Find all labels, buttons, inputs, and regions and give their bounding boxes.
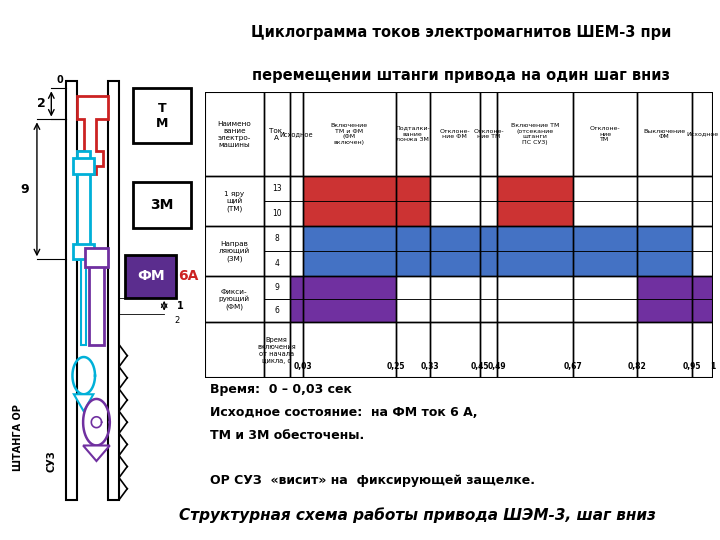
Text: 1: 1 [710,362,716,371]
Text: 1: 1 [176,301,183,311]
Text: 1 яру
щий
(ТМ): 1 яру щий (ТМ) [225,191,245,212]
Text: ОР СУЗ  «висит» на  фиксирующей защелке.: ОР СУЗ «висит» на фиксирующей защелке. [210,474,535,487]
Bar [73,158,94,174]
Text: 9: 9 [274,284,279,292]
Text: Время
включения
от начала
цикла, с: Время включения от начала цикла, с [257,336,296,363]
Bar [85,248,108,267]
Text: 0,25: 0,25 [387,362,405,371]
Text: 6А: 6А [179,269,199,284]
Text: 0,95: 0,95 [683,362,701,371]
Polygon shape [77,96,108,174]
Text: Фикси-
рующий
(ФМ): Фикси- рующий (ФМ) [219,289,250,310]
Text: 13: 13 [272,184,282,193]
Text: Время:  0 – 0,03 сек: Время: 0 – 0,03 сек [210,383,352,396]
Text: Исходное состояние:  на ФМ ток 6 А,: Исходное состояние: на ФМ ток 6 А, [210,406,478,419]
Bar [73,244,94,259]
Bar [290,276,396,322]
Text: ФМ: ФМ [137,269,165,284]
Text: Включение ТМ
(отсекание
штанги
ПС СУЗ): Включение ТМ (отсекание штанги ПС СУЗ) [511,123,559,145]
Text: 0,67: 0,67 [564,362,582,371]
Text: Наимено
вание
электро-
машины: Наимено вание электро- машины [217,120,251,147]
Text: Ток,
А: Ток, А [269,127,284,140]
Text: ШТАНГА ОР: ШТАНГА ОР [14,404,24,471]
Text: 0: 0 [56,75,63,85]
Text: Исходное: Исходное [279,131,313,137]
Bar [108,80,119,500]
Text: Отклоне-
ние ТМ: Отклоне- ние ТМ [473,129,504,139]
Text: Отклоне-
ние ФМ: Отклоне- ние ФМ [440,129,470,139]
Text: Исходное: Исходное [686,132,719,137]
Text: 2: 2 [37,97,45,111]
Text: 4: 4 [274,259,279,268]
Text: Выключение
ФМ: Выключение ФМ [643,129,685,139]
Polygon shape [83,446,109,461]
Bar [636,276,713,322]
Text: СУЗ: СУЗ [46,450,56,472]
Text: Включение
ТМ и ФМ
(ФМ
включен): Включение ТМ и ФМ (ФМ включен) [330,123,368,145]
Text: 6: 6 [274,306,279,315]
Text: Т
М: Т М [156,102,168,130]
Polygon shape [74,394,94,411]
Text: 10: 10 [272,210,282,218]
Text: Структурная схема работы привода ШЭМ-3, шаг вниз: Структурная схема работы привода ШЭМ-3, … [179,507,656,523]
Text: Отклоне-
ние
ТМ: Отклоне- ние ТМ [590,126,621,143]
Bar [133,89,191,143]
Text: 8: 8 [274,234,279,244]
Text: Подталки-
вание
лонжа ЗМ: Подталки- вание лонжа ЗМ [395,126,430,143]
Bar [77,151,90,259]
Bar [125,254,176,298]
Text: 2: 2 [174,316,180,325]
Bar [81,259,86,345]
Text: 0,82: 0,82 [627,362,646,371]
Text: Направ
ляющий
(ЗМ): Направ ляющий (ЗМ) [219,241,250,262]
Text: 0,49: 0,49 [488,362,506,371]
Text: 9: 9 [20,183,29,196]
Text: 3М: 3М [150,198,174,212]
Bar [302,176,430,226]
Bar [302,226,692,276]
Text: 0,45: 0,45 [471,362,490,371]
Bar [89,252,104,345]
Text: ТМ и 3М обесточены.: ТМ и 3М обесточены. [210,429,364,442]
Bar [66,80,77,500]
Text: 0,03: 0,03 [293,362,312,371]
Text: Циклограмма токов электромагнитов ШЕМ-3 при: Циклограмма токов электромагнитов ШЕМ-3 … [251,25,671,40]
Bar [497,176,573,226]
Bar [133,181,191,228]
Text: перемещении штанги привода на один шаг вниз: перемещении штанги привода на один шаг в… [252,68,670,83]
Text: 0,33: 0,33 [420,362,438,371]
